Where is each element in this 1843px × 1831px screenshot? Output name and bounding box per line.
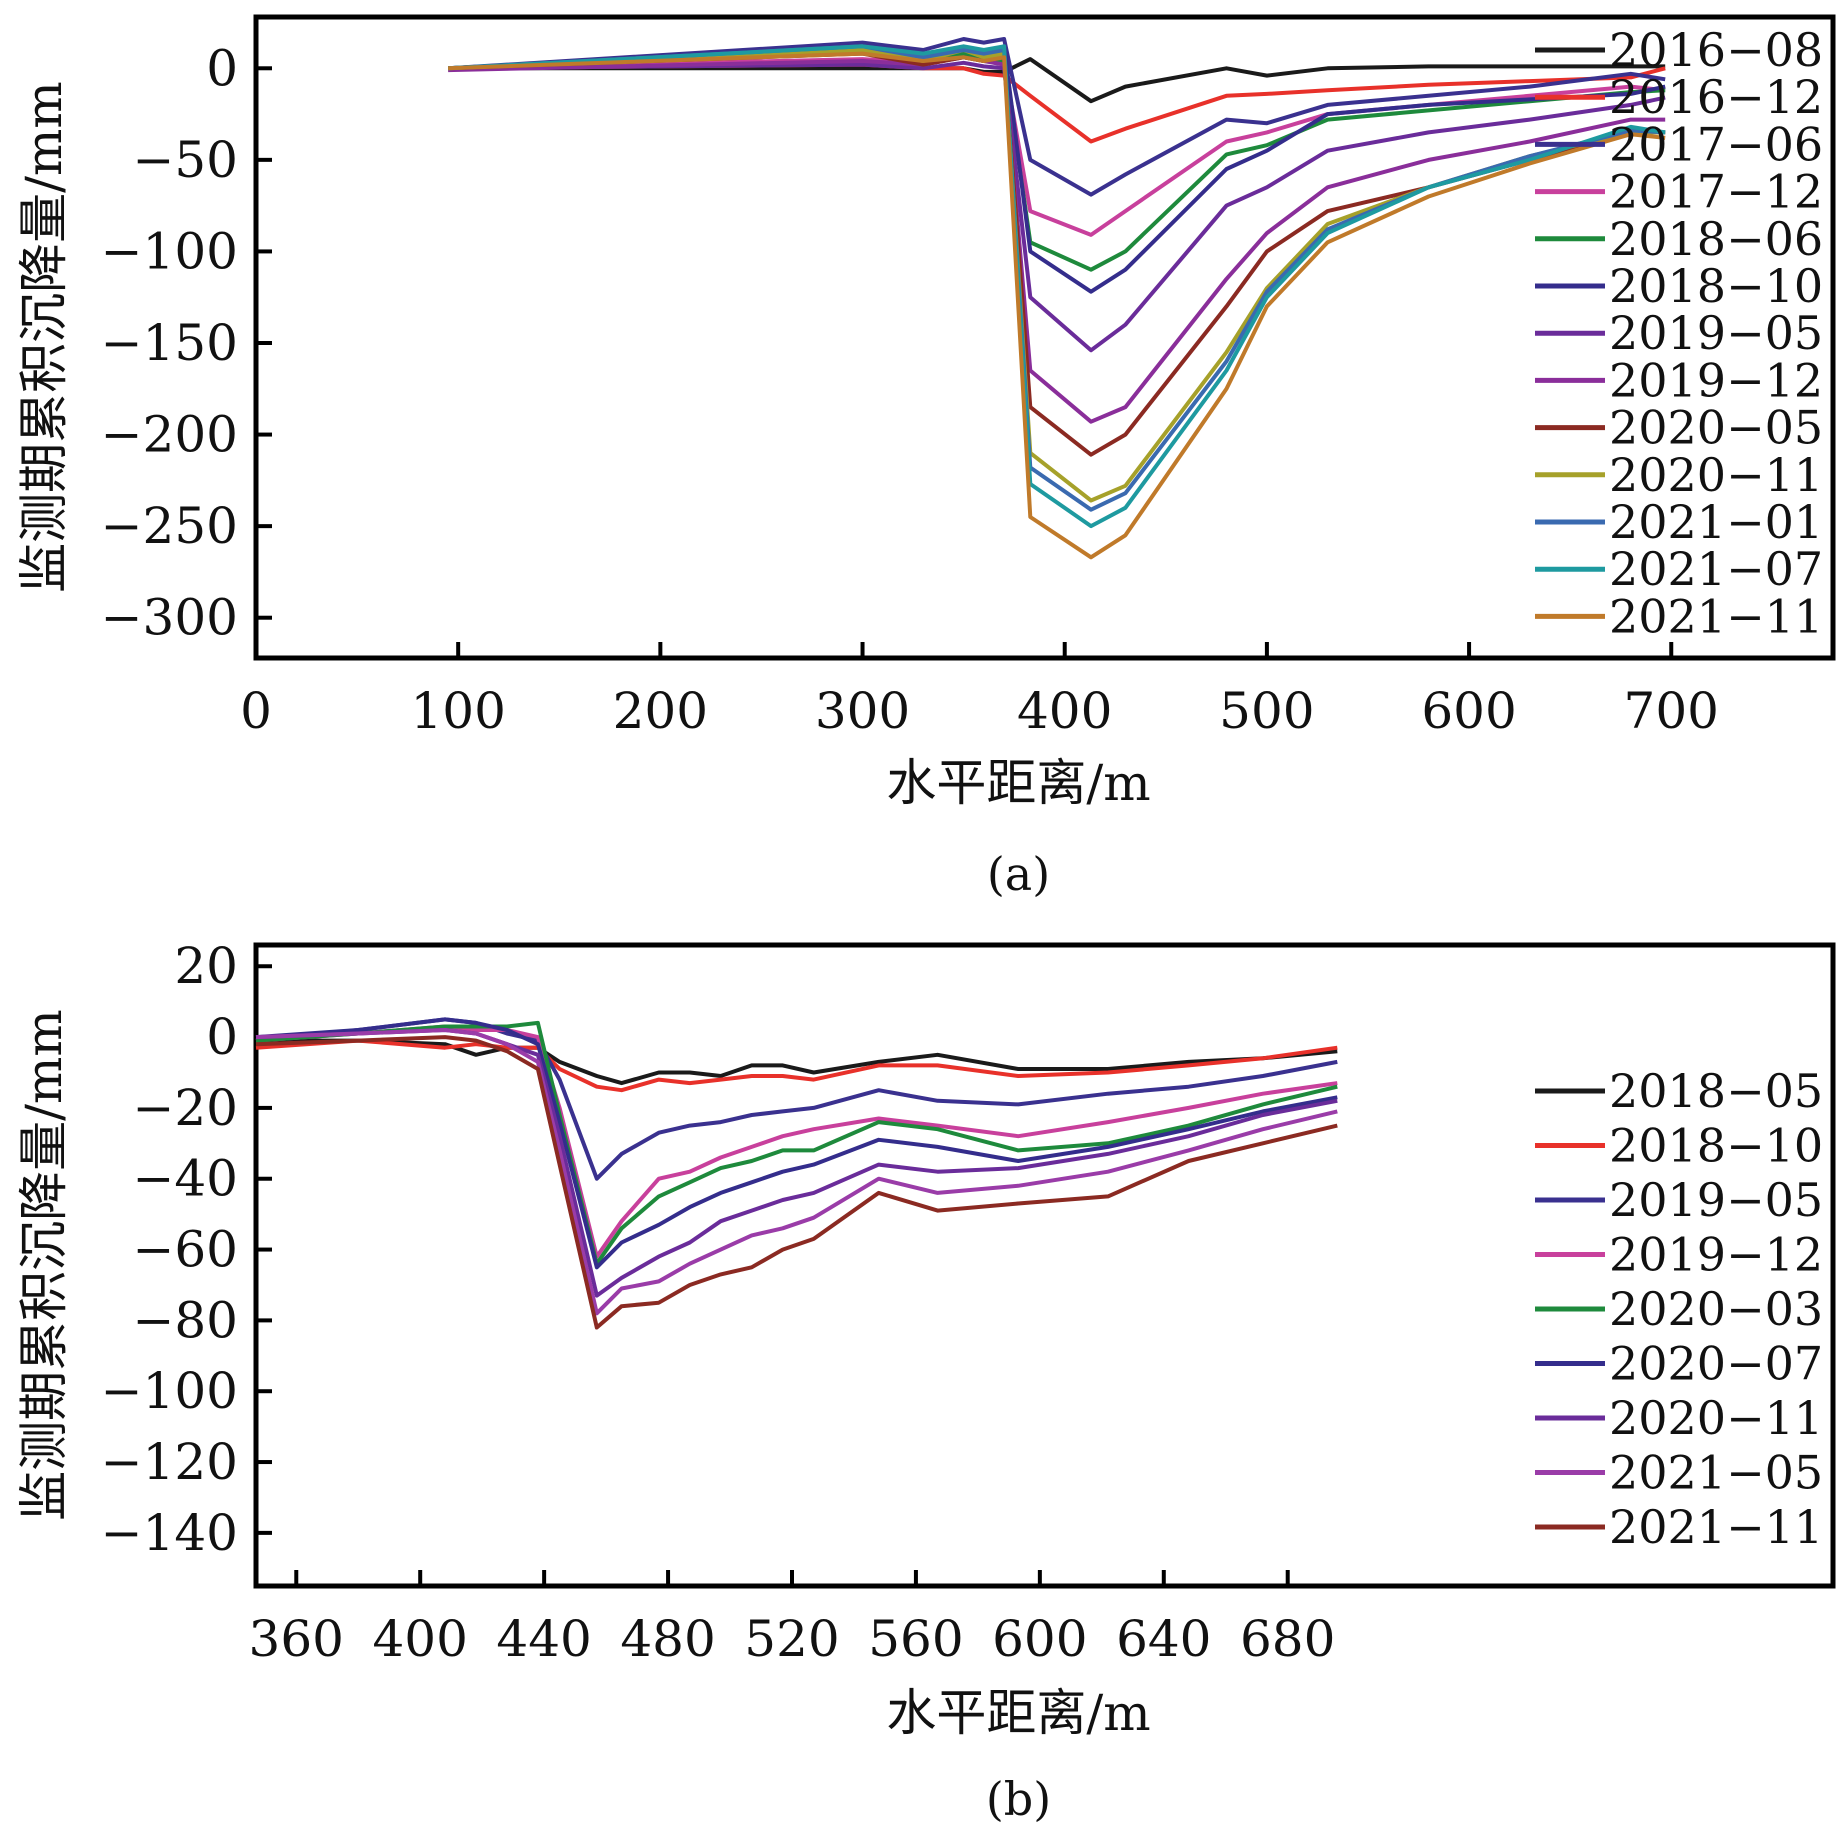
series-line-2021−05 bbox=[255, 1028, 1338, 1316]
y-tick-label: −250 bbox=[101, 497, 238, 555]
legend-label: 2018−10 bbox=[1609, 1119, 1823, 1173]
series-line-2020−07 bbox=[255, 1017, 1338, 1270]
x-tick-label: 680 bbox=[1240, 1610, 1335, 1668]
x-tick-label: 400 bbox=[1017, 682, 1112, 740]
y-tick-label: 0 bbox=[206, 39, 238, 97]
panel-caption: (a) bbox=[987, 847, 1050, 901]
series-line-2016−12 bbox=[448, 62, 1666, 144]
legend-label: 2020−11 bbox=[1609, 448, 1823, 502]
series-line-2018−10 bbox=[255, 1038, 1338, 1093]
plot-frame bbox=[253, 942, 1836, 1589]
x-axis-title: 水平距离/m bbox=[886, 1684, 1150, 1742]
legend-label: 2021−01 bbox=[1609, 495, 1823, 549]
y-tick-label: −20 bbox=[132, 1079, 238, 1137]
x-tick-label: 480 bbox=[620, 1610, 715, 1668]
legend-label: 2018−05 bbox=[1609, 1064, 1823, 1118]
plot-frame bbox=[253, 14, 1836, 661]
y-tick-label: −200 bbox=[101, 406, 238, 464]
x-axis-title: 水平距离/m bbox=[886, 754, 1150, 812]
x-tick-label: 360 bbox=[249, 1610, 344, 1668]
y-tick-label: 0 bbox=[206, 1008, 238, 1066]
series-line-2020−03 bbox=[255, 1020, 1338, 1266]
y-tick-label: −60 bbox=[132, 1221, 238, 1279]
y-axis-title: 监测期累积沉降量/mm bbox=[15, 1009, 73, 1521]
legend-label: 2019−12 bbox=[1609, 1228, 1823, 1282]
x-tick-label: 100 bbox=[410, 682, 505, 740]
x-tick-label: 600 bbox=[1421, 682, 1516, 740]
series-line-2021−11 bbox=[255, 1035, 1338, 1330]
y-tick-label: −140 bbox=[101, 1504, 238, 1562]
legend-label: 2017−06 bbox=[1609, 117, 1823, 171]
x-tick-label: 560 bbox=[868, 1610, 963, 1668]
x-tick-label: 640 bbox=[1116, 1610, 1211, 1668]
legend-label: 2021−05 bbox=[1609, 1446, 1823, 1500]
legend-label: 2020−05 bbox=[1609, 401, 1823, 455]
x-tick-label: 400 bbox=[372, 1610, 467, 1668]
y-axis-title: 监测期累积沉降量/mm bbox=[15, 81, 73, 593]
legend-label: 2020−03 bbox=[1609, 1282, 1823, 1336]
legend-label: 2017−12 bbox=[1609, 165, 1823, 219]
series-line-2019−12 bbox=[255, 1024, 1338, 1259]
x-tick-label: 300 bbox=[815, 682, 910, 740]
y-tick-label: −100 bbox=[101, 1362, 238, 1420]
legend-label: 2019−05 bbox=[1609, 306, 1823, 360]
x-tick-label: 700 bbox=[1624, 682, 1719, 740]
x-tick-label: 600 bbox=[992, 1610, 1087, 1668]
x-tick-label: 500 bbox=[1219, 682, 1314, 740]
y-tick-label: 20 bbox=[174, 937, 238, 995]
legend-label: 2016−08 bbox=[1609, 23, 1823, 77]
series-line-2019−12 bbox=[448, 55, 1666, 424]
panel-caption: (b) bbox=[986, 1772, 1051, 1826]
x-tick-label: 0 bbox=[240, 682, 272, 740]
series-line-2019−05 bbox=[448, 60, 1666, 353]
series-line-2017−06 bbox=[447, 37, 1666, 197]
y-tick-label: −40 bbox=[132, 1150, 238, 1208]
y-tick-label: −120 bbox=[101, 1433, 238, 1491]
legend-label: 2018−06 bbox=[1609, 212, 1823, 266]
legend-label: 2020−07 bbox=[1609, 1337, 1823, 1391]
y-tick-label: −300 bbox=[101, 589, 238, 647]
legend-label: 2020−11 bbox=[1609, 1391, 1823, 1445]
legend-label: 2021−11 bbox=[1609, 589, 1823, 643]
y-tick-label: −100 bbox=[101, 222, 238, 280]
series-line-2021−11 bbox=[448, 51, 1666, 560]
y-tick-label: −80 bbox=[132, 1291, 238, 1349]
legend-label: 2018−10 bbox=[1609, 259, 1823, 313]
y-tick-label: −50 bbox=[132, 131, 238, 189]
legend-label: 2019−12 bbox=[1609, 353, 1823, 407]
x-tick-label: 440 bbox=[496, 1610, 591, 1668]
series-line-2021−07 bbox=[447, 44, 1666, 529]
legend-label: 2016−12 bbox=[1609, 70, 1823, 124]
y-tick-label: −150 bbox=[101, 314, 238, 372]
x-tick-label: 520 bbox=[744, 1610, 839, 1668]
legend-label: 2019−05 bbox=[1609, 1173, 1823, 1227]
legend-label: 2021−11 bbox=[1609, 1500, 1823, 1554]
x-tick-label: 200 bbox=[613, 682, 708, 740]
legend-label: 2021−07 bbox=[1609, 542, 1823, 596]
series-line-2018−05 bbox=[256, 1038, 1338, 1086]
